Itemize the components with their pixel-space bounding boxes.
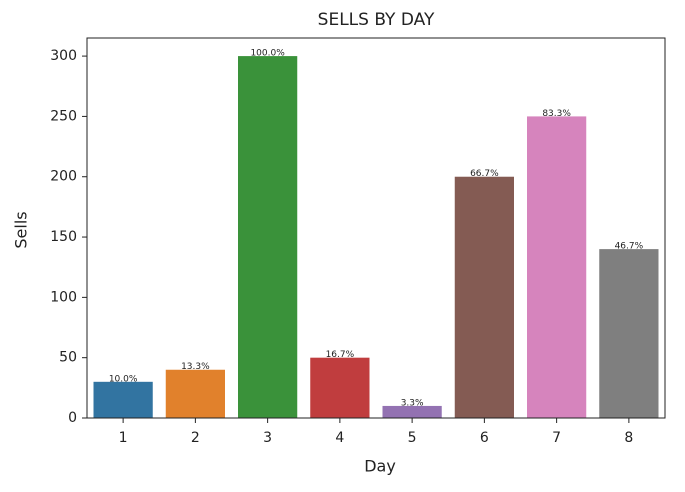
y-tick-label: 50 xyxy=(59,350,77,366)
x-tick-label: 3 xyxy=(263,430,272,446)
bar xyxy=(310,357,370,418)
plot-frame xyxy=(86,37,666,419)
value-label: 13.3% xyxy=(181,362,210,372)
x-tick-label: 8 xyxy=(624,430,633,446)
value-label: 16.7% xyxy=(326,350,355,360)
y-tick-label: 250 xyxy=(50,108,77,124)
y-tick-label: 150 xyxy=(50,229,77,245)
value-label: 46.7% xyxy=(615,242,644,252)
x-axis-label: Day xyxy=(364,457,396,476)
x-tick-label: 6 xyxy=(480,430,489,446)
bar xyxy=(382,405,442,418)
value-label: 100.0% xyxy=(250,49,285,59)
x-tick-label: 2 xyxy=(191,430,200,446)
value-label: 3.3% xyxy=(401,398,424,408)
value-label: 83.3% xyxy=(542,109,571,119)
bar xyxy=(238,56,298,418)
bar xyxy=(527,116,587,419)
x-tick-label: 7 xyxy=(552,430,561,446)
y-tick-label: 100 xyxy=(50,289,77,305)
bar xyxy=(165,369,225,418)
bar xyxy=(599,249,659,418)
x-tick-label: 5 xyxy=(408,430,417,446)
x-tick-label: 4 xyxy=(335,430,344,446)
bar xyxy=(93,381,153,418)
value-label: 10.0% xyxy=(109,374,138,384)
bar xyxy=(454,176,514,418)
y-tick-label: 0 xyxy=(68,410,77,426)
x-tick-label: 1 xyxy=(119,430,128,446)
value-label: 66.7% xyxy=(470,169,499,179)
y-axis-label: Sells xyxy=(12,211,31,248)
y-tick-label: 200 xyxy=(50,169,77,185)
chart-title: SELLS BY DAY xyxy=(318,10,435,30)
y-tick-label: 300 xyxy=(50,48,77,64)
